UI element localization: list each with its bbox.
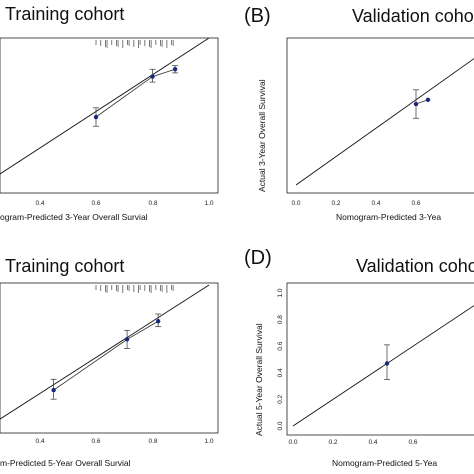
panel-b: (B) Validation coho 0.0 0.2 0.4 0.6 Nomo… [244,5,474,222]
panel-b-xlabel: Nomogram-Predicted 3-Yea [336,212,441,222]
panel-d-title: Validation coho [356,256,474,276]
ytick-label: 0.4 [277,368,284,377]
panel-b-plot-frame [286,37,474,194]
panel-d-letter: (D) [244,247,272,269]
panel-d-ylabel: Actual 5-Year Overall Survival [254,323,264,436]
panel-a-xtick: 1.0 [204,200,213,207]
panel-a-xtick: 0.6 [91,200,100,207]
plot-area [0,38,210,175]
data-point [150,74,155,79]
panel-a-plot-frame [0,37,219,194]
panel-c-xlabel: m-Predicted 5-Year Overall Survial [0,458,131,468]
panel-a-plot [0,38,210,175]
panel-b-xtick: 0.2 [331,200,340,207]
panel-b-ylabel: Actual 3-Year Overall Survival [257,79,267,192]
panel-d-xlabel: Nomogram-Predicted 5-Yea [332,458,437,468]
panel-b-letter: (B) [244,5,271,27]
ytick-label: 1.0 [277,288,284,297]
panel-c: Training cohort 0.4 0.6 0.8 1.0 m-Predic… [0,256,219,468]
panel-a-xtick: 0.8 [148,200,157,207]
panel-c-plot-frame [0,282,219,434]
ytick-label: 0.0 [277,421,284,430]
panel-b-title: Validation coho [352,6,474,26]
ideal-diagonal-line [292,305,474,427]
data-point [172,67,178,72]
panel-d-xtick: 0.6 [408,439,417,446]
data-point [384,361,390,366]
panel-b-xtick: 0.6 [411,200,420,207]
plot-area [0,284,210,420]
data-point [124,337,130,342]
panel-a: Training cohort 0.4 0.6 0.8 1.0 ogram-Pr… [0,4,219,222]
panel-b-xtick: 0.4 [371,200,380,207]
panel-d-plot-frame [286,282,474,436]
ideal-diagonal-line [0,38,210,175]
data-point [93,114,99,120]
panel-b-plot [295,58,474,186]
ytick-label: 0.8 [277,315,284,324]
ytick-label: 0.6 [277,341,284,350]
panel-c-xtick: 1.0 [204,438,213,445]
panel-a-xtick: 0.4 [35,200,44,207]
panel-d-plot [292,305,474,427]
panel-c-plot [0,284,210,420]
panel-a-title: Training cohort [5,4,124,24]
panel-c-xtick: 0.4 [35,438,44,445]
panel-c-xtick: 0.6 [91,438,100,445]
panel-d-xtick: 0.0 [288,439,297,446]
panel-a-xlabel: ogram-Predicted 3-Year Overall Survial [0,212,148,222]
data-point [51,387,56,393]
ytick-label: 0.2 [277,395,284,404]
panel-d: (D) Validation coho 0.0 0.2 0.4 0.6 Nomo… [244,247,474,468]
ideal-diagonal-line [295,58,474,186]
plot-area [295,58,474,186]
panel-d-xtick: 0.4 [368,439,377,446]
data-point [155,319,161,324]
calibration-line [95,68,176,118]
calibration-line [53,320,159,391]
panel-c-xtick: 0.8 [148,438,157,445]
ideal-diagonal-line [0,284,210,420]
data-point [425,97,431,103]
data-point [413,101,419,107]
plot-area [292,305,474,427]
panel-b-xtick: 0.0 [291,200,300,207]
panel-d-yticks: 0.0 0.2 0.4 0.6 0.8 1.0 [277,288,284,430]
panel-d-xtick: 0.2 [328,439,337,446]
panel-c-title: Training cohort [5,256,124,276]
